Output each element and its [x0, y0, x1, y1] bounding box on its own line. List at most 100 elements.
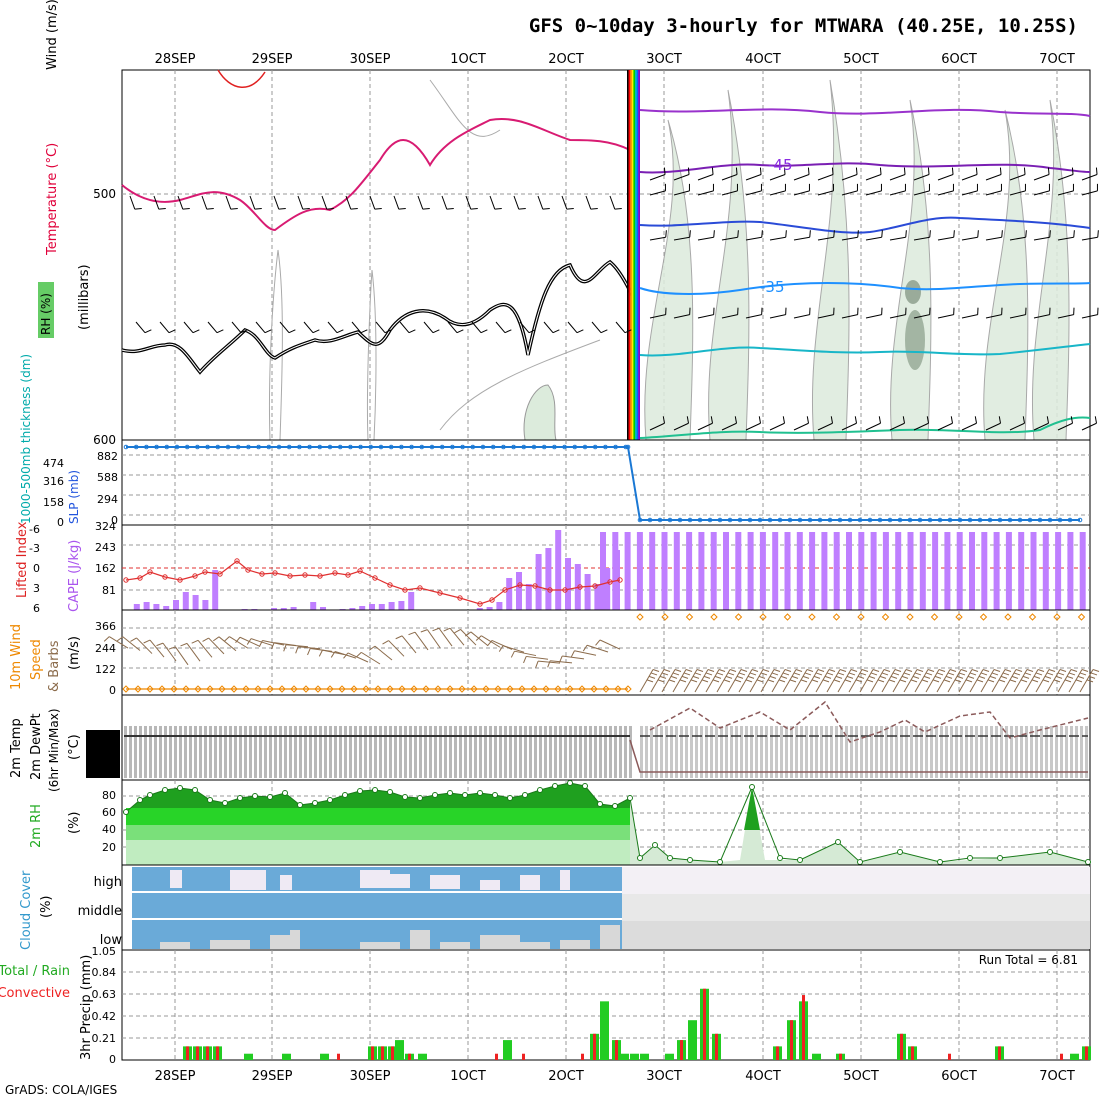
precip-tick-084: 0.84	[92, 966, 117, 979]
cape-bar	[320, 607, 326, 610]
wind-barb	[793, 190, 810, 196]
wind-barb-flag	[844, 679, 852, 683]
wind-barb	[697, 190, 714, 196]
wind-barb-flag	[999, 167, 1002, 175]
wind-barb-flag	[254, 208, 262, 210]
wind-barb-flag	[1075, 679, 1083, 683]
wind-barb-flag	[278, 208, 286, 210]
wind-barb	[1033, 190, 1050, 196]
wind-barb	[889, 422, 905, 431]
wind-barb-flag	[182, 208, 190, 210]
slp-point	[727, 517, 733, 523]
wind-barb	[1081, 174, 1098, 181]
temp-range-bar	[574, 726, 577, 778]
wind-barb	[1033, 236, 1050, 241]
temp-range-bar	[144, 726, 147, 778]
wind-barb-flag	[833, 230, 835, 238]
li-tick-m3: -3	[29, 542, 40, 555]
wind-barb	[327, 321, 338, 334]
slp-point	[817, 517, 823, 523]
wind-frame	[121, 609, 1091, 696]
wind-barb-flag	[595, 639, 601, 646]
slp-point	[531, 444, 537, 450]
upper-air-frame	[121, 69, 1091, 441]
wind-barb-flag	[881, 672, 889, 676]
slp-point	[450, 444, 455, 450]
li-point	[147, 569, 153, 575]
cloud-gap	[600, 925, 620, 949]
cape-bar	[673, 532, 680, 610]
temp-range-bar	[910, 726, 913, 778]
cape-bar	[1005, 532, 1012, 610]
wind-barb-flag	[443, 627, 451, 632]
rh-legend-swatch	[38, 282, 54, 338]
slp-point	[647, 517, 653, 523]
wind-barb	[649, 314, 666, 319]
wind-barb	[913, 314, 930, 319]
rh-point	[492, 792, 498, 798]
slp-point	[521, 444, 527, 450]
wind-barb	[208, 637, 225, 655]
wind-barb	[537, 195, 544, 210]
temp-range-bar	[765, 726, 768, 778]
li-point	[417, 585, 423, 591]
wind-barb	[388, 640, 405, 657]
wind-barb	[471, 321, 482, 334]
precip-convective-bar	[802, 995, 805, 1060]
wind-barb-flag	[714, 675, 722, 679]
slp-point	[541, 444, 547, 450]
slp-point	[266, 444, 272, 450]
wind-barb-flag	[976, 679, 984, 683]
precip-tick-0: 0	[109, 1053, 116, 1066]
wind-barb	[239, 636, 261, 647]
wind-barb-flag	[762, 669, 770, 672]
slp-tick-0: 0	[111, 514, 118, 527]
wind-barb-flag	[624, 329, 632, 334]
slp-point	[460, 444, 465, 450]
temp-range-bar	[584, 726, 587, 778]
temp-contour	[639, 216, 1091, 234]
cape-bar	[516, 572, 522, 610]
wind-barb-flag	[180, 642, 188, 647]
wind-speed-point	[254, 685, 262, 693]
wind-barb-flag	[663, 669, 671, 672]
temp-range-bar	[875, 726, 878, 778]
top-date-label: 30SEP	[350, 52, 391, 67]
wind-barb-flag	[143, 639, 151, 644]
wind-barb	[817, 422, 833, 431]
wind-barb	[351, 321, 362, 334]
wind-barb	[1081, 190, 1098, 196]
wind-barb-flag	[271, 642, 275, 650]
li-point	[502, 587, 508, 593]
temp-range-bar	[955, 726, 958, 778]
wind-barb-flag	[1088, 675, 1096, 679]
cape-bar	[1042, 532, 1049, 610]
wind-barb-flag	[470, 208, 478, 210]
precip-tick-063: 0.63	[92, 988, 117, 1001]
wind-barb	[438, 627, 453, 647]
wind-speed-point	[362, 685, 370, 693]
wind-barb-flag	[646, 679, 654, 683]
wind-barb	[321, 195, 328, 210]
cape-bar	[661, 532, 668, 610]
temp-range-bar	[464, 726, 467, 778]
wind-barb-flag	[559, 655, 563, 663]
rh-point	[835, 839, 841, 845]
precip-convective-bar	[776, 1046, 779, 1060]
wind-barb-flag	[235, 636, 241, 643]
wind-speed-point	[590, 685, 598, 693]
wind-barb	[225, 195, 232, 210]
ylabel-barbs: & Barbs	[47, 640, 62, 692]
temp-range-bar	[404, 726, 407, 778]
rh-shading	[523, 79, 1070, 441]
temp-range-bar	[374, 726, 377, 778]
rh-point	[522, 792, 528, 798]
wind-barb-flag	[663, 167, 666, 175]
wind-barb-flag	[978, 675, 986, 679]
wind-speed-point	[146, 685, 154, 693]
wind-barb	[414, 631, 429, 651]
wind-barb-flag	[1086, 679, 1094, 683]
wind-barb-flag	[1022, 675, 1030, 679]
wind-barb-flag	[833, 679, 841, 683]
wind-barb-flag	[950, 416, 953, 424]
